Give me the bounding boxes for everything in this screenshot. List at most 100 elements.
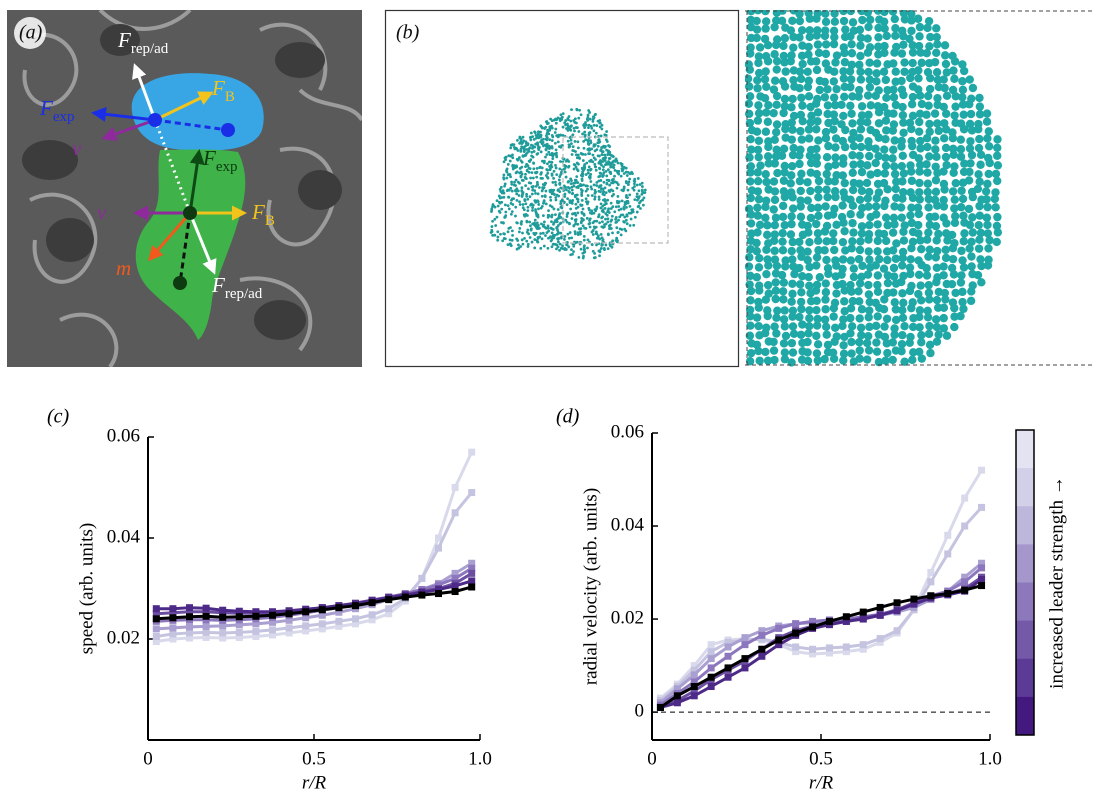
cell — [581, 224, 585, 228]
cell — [753, 145, 763, 155]
cell — [872, 59, 882, 68]
cell — [510, 229, 514, 233]
cell — [950, 218, 960, 228]
cell — [880, 24, 889, 33]
cell — [888, 10, 898, 16]
cell — [534, 208, 537, 211]
cell — [814, 193, 823, 202]
cell — [926, 32, 935, 42]
cell — [803, 337, 812, 347]
cell — [632, 188, 636, 192]
cell — [549, 163, 553, 167]
cell — [584, 197, 588, 201]
cell — [813, 40, 823, 49]
cell — [796, 74, 806, 84]
data-point — [876, 635, 884, 643]
cell — [622, 172, 626, 175]
data-point — [252, 620, 260, 628]
cell — [628, 204, 632, 208]
cell — [584, 173, 588, 176]
cell — [838, 237, 848, 247]
cell — [976, 160, 985, 169]
cell — [550, 231, 554, 235]
cell — [932, 152, 941, 162]
cell — [566, 180, 570, 184]
cell — [951, 92, 960, 101]
cell — [547, 209, 550, 213]
cell — [965, 144, 975, 153]
cell — [880, 295, 889, 304]
cell — [940, 51, 950, 60]
cell — [941, 125, 951, 134]
cell — [941, 245, 950, 255]
cell — [526, 245, 530, 248]
data-point — [451, 582, 459, 590]
cell — [932, 295, 942, 305]
cell — [863, 118, 872, 127]
data-point — [893, 599, 901, 607]
data-point — [202, 628, 210, 636]
cell — [956, 202, 966, 212]
cell — [643, 188, 647, 192]
cell — [595, 219, 599, 223]
cell — [521, 206, 525, 210]
cell — [763, 255, 772, 264]
cell — [898, 289, 907, 298]
data-point — [169, 609, 177, 617]
cell — [891, 254, 901, 263]
cell — [977, 278, 986, 287]
cell — [564, 188, 568, 192]
cell — [795, 237, 804, 247]
cell — [848, 296, 858, 306]
cell — [888, 338, 898, 347]
cell — [770, 230, 779, 239]
data-point — [775, 641, 783, 649]
cell — [596, 119, 600, 123]
cell — [606, 168, 610, 172]
cell — [534, 142, 538, 146]
cell — [633, 177, 637, 181]
cell — [862, 178, 872, 188]
cell — [588, 219, 591, 222]
cell — [609, 163, 612, 167]
cell — [925, 42, 934, 51]
cell — [597, 195, 601, 199]
cell — [957, 246, 966, 256]
cell — [554, 166, 558, 170]
cell — [536, 146, 540, 150]
cell — [610, 194, 614, 198]
cell — [874, 107, 884, 117]
colorbar-swatch — [1016, 506, 1034, 545]
cell — [518, 141, 522, 145]
cell — [547, 229, 551, 233]
cell — [584, 138, 588, 142]
cell — [518, 226, 522, 230]
data-point — [690, 692, 698, 700]
cell — [823, 192, 832, 202]
cell — [932, 236, 941, 245]
cell — [567, 115, 571, 118]
cell — [829, 303, 839, 313]
panel-label: (d) — [556, 406, 580, 428]
data-point — [335, 622, 343, 630]
cell — [965, 167, 974, 177]
cell — [519, 222, 523, 226]
cell — [600, 123, 604, 127]
cell — [567, 236, 571, 240]
cell — [968, 83, 978, 93]
cell — [813, 340, 823, 349]
cell — [590, 243, 594, 246]
cell — [788, 289, 797, 299]
cell — [795, 16, 805, 26]
cell — [537, 207, 540, 211]
cell — [846, 75, 856, 84]
cell — [623, 203, 627, 207]
cell — [620, 199, 624, 203]
cell — [558, 160, 562, 163]
cell — [631, 172, 634, 175]
cell — [881, 161, 891, 170]
cell — [601, 208, 605, 212]
data-point — [352, 602, 359, 610]
cell — [586, 171, 590, 175]
cell — [772, 100, 781, 110]
